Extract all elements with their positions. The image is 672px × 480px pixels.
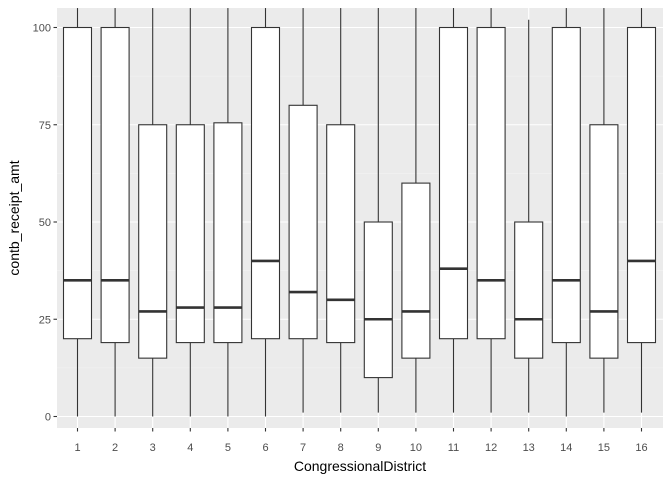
box-iqr: [438, 26, 469, 340]
box-6: [250, 8, 281, 417]
y-tick-label: 75: [39, 120, 51, 132]
box-5: [213, 8, 243, 417]
x-axis: 1 2 3 4 5 6 7 8 9 10 11 12 13 14 15 16: [74, 428, 648, 454]
box-iqr: [476, 26, 506, 340]
box-iqr: [401, 182, 431, 359]
box-iqr: [363, 221, 393, 379]
box-series: [62, 8, 657, 417]
box-15: [589, 8, 619, 413]
box-9: [363, 8, 393, 413]
x-tick-label: 5: [225, 442, 231, 454]
y-tick-label: 50: [39, 217, 51, 229]
x-tick-label: 16: [635, 442, 647, 454]
box-2: [100, 8, 130, 417]
x-tick-label: 1: [74, 442, 80, 454]
x-tick-label: 8: [338, 442, 344, 454]
box-iqr: [288, 104, 318, 340]
x-tick-label: 9: [375, 442, 381, 454]
box-iqr: [326, 124, 356, 344]
x-tick-label: 13: [523, 442, 535, 454]
box-3: [138, 8, 168, 417]
y-axis-title: contb_receipt_amt: [6, 160, 22, 275]
box-iqr: [213, 122, 243, 344]
y-tick-label: 0: [45, 412, 51, 424]
box-iqr: [62, 26, 93, 340]
box-iqr: [138, 124, 168, 359]
box-iqr: [100, 26, 130, 344]
box-iqr: [514, 221, 544, 359]
box-14: [551, 8, 581, 417]
x-tick-label: 4: [187, 442, 193, 454]
box-16: [626, 8, 657, 413]
box-4: [175, 8, 205, 417]
x-tick-label: 11: [448, 442, 459, 454]
x-tick-label: 2: [112, 442, 118, 454]
y-axis: 0 25 50 75 100: [33, 23, 57, 424]
box-12: [476, 8, 506, 413]
box-13: [514, 19, 544, 413]
y-tick-label: 25: [39, 314, 51, 326]
y-tick-label: 100: [33, 23, 51, 35]
box-8: [326, 8, 356, 413]
x-tick-label: 12: [485, 442, 497, 454]
box-1: [62, 8, 93, 417]
x-tick-label: 14: [560, 442, 572, 454]
box-iqr: [175, 124, 205, 344]
x-tick-label: 3: [150, 442, 156, 454]
box-7: [288, 8, 318, 413]
x-tick-label: 15: [598, 442, 610, 454]
x-axis-title: CongressionalDistrict: [294, 458, 426, 474]
box-10: [401, 8, 431, 413]
box-iqr: [626, 26, 657, 344]
box-iqr: [250, 26, 281, 340]
x-tick-label: 10: [410, 442, 422, 454]
box-iqr: [551, 26, 581, 344]
x-tick-label: 6: [262, 442, 268, 454]
x-tick-label: 7: [300, 442, 306, 454]
box-iqr: [589, 124, 619, 359]
box-11: [438, 8, 469, 413]
